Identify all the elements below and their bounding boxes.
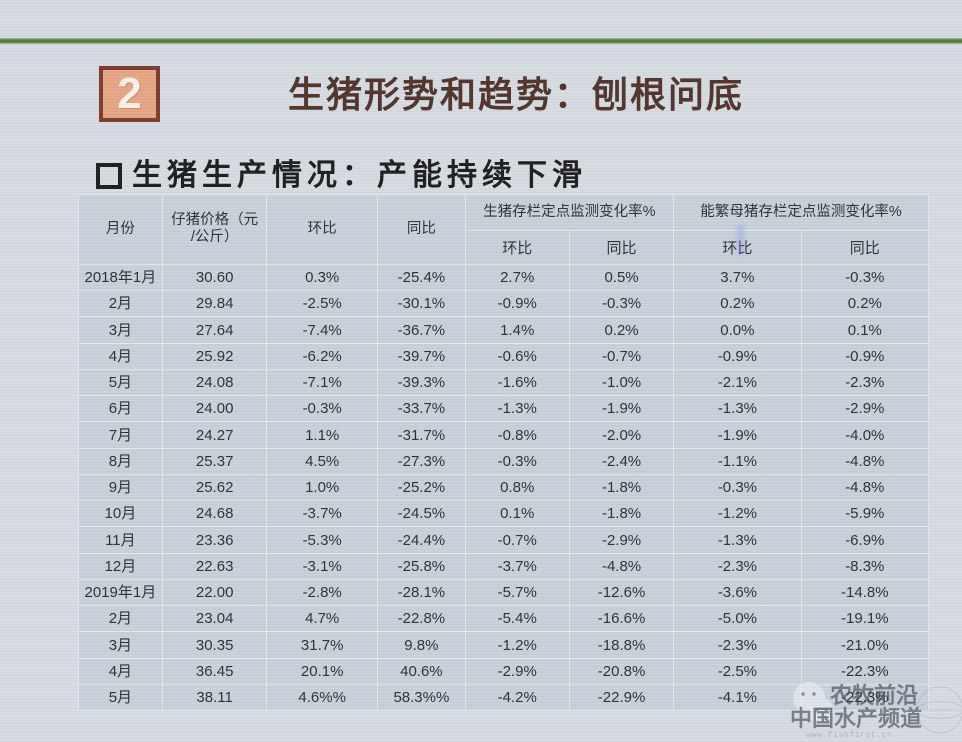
svg-text:www.fishfirst.cn: www.fishfirst.cn: [806, 730, 892, 740]
svg-text:农牧前沿: 农牧前沿: [829, 683, 918, 708]
svg-text:中国水产频道: 中国水产频道: [790, 706, 922, 731]
